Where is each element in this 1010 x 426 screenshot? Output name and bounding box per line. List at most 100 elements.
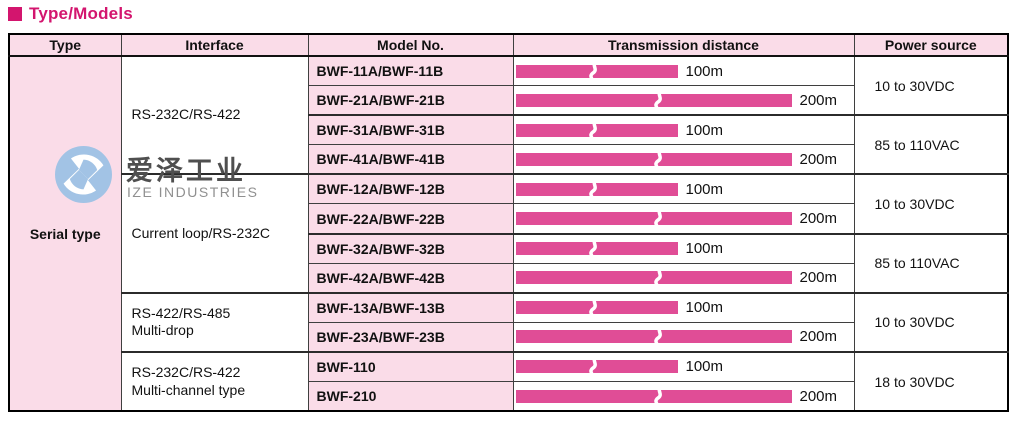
model-number-cell: BWF-22A/BWF-22B <box>307 203 514 235</box>
column-header-power: Power source <box>853 33 1009 57</box>
section-title-row: Type/Models <box>8 4 133 24</box>
transmission-bar-wrap: 100m <box>514 236 853 263</box>
cable-break-icon <box>588 176 599 201</box>
distance-label: 200m <box>799 387 838 405</box>
model-number-cell: BWF-41A/BWF-41B <box>307 144 514 175</box>
distance-label: 100m <box>685 121 724 139</box>
transmission-distance-cell: 200m <box>512 381 855 412</box>
table-row: Serial type RS-232C/RS-422 BWF-11A/BWF-11B… <box>8 55 1009 412</box>
section-marker-icon <box>8 7 22 21</box>
model-number-cell: BWF-32A/BWF-32B <box>307 232 514 264</box>
transmission-bar-wrap: 100m <box>514 176 853 203</box>
interface-label: Multi-channel type <box>131 381 246 398</box>
distance-label: 200m <box>799 269 838 287</box>
column-header-model: Model No. <box>307 33 514 57</box>
table-row: RS-232C/RS-422 Multi-channel type BWF-110 1… <box>9 350 1009 412</box>
type-models-table-wrap: Type Interface Model No. Transmission di… <box>8 33 1009 413</box>
transmission-bar-wrap: 100m <box>514 295 853 322</box>
cable-break-icon <box>653 206 664 231</box>
table-row: BWF-32A/BWF-32B 100m 85 to 110VAC <box>9 232 1009 294</box>
transmission-bar <box>515 206 792 231</box>
transmission-distance-cell: 200m <box>512 321 855 353</box>
model-number-cell: BWF-31A/BWF-31B <box>307 114 514 146</box>
transmission-bar <box>515 236 678 261</box>
table-body: Serial type RS-232C/RS-422 BWF-11A/BWF-11B… <box>8 55 1009 412</box>
model-number-cell: BWF-110 <box>307 350 514 383</box>
transmission-bar <box>515 295 678 320</box>
table-row: BWF-41A/BWF-41B 200m <box>9 144 1008 175</box>
cable-break-icon <box>588 236 599 261</box>
power-source-cell: 10 to 30VDC <box>853 55 1009 116</box>
interface-label: Multi-drop <box>131 322 194 339</box>
transmission-bar-wrap: 200m <box>514 264 853 292</box>
transmission-bar-wrap: 200m <box>514 323 853 351</box>
cable-break-icon <box>588 295 599 320</box>
transmission-bar <box>515 146 792 171</box>
transmission-bar <box>515 117 678 142</box>
interface-cell: RS-422/RS-485 Multi-drop <box>120 291 309 353</box>
model-number-cell: BWF-11A/BWF-11B <box>307 55 514 87</box>
interface-cell: Current loop/RS-232C <box>120 173 309 294</box>
transmission-bar <box>515 87 792 112</box>
transmission-bar <box>515 324 792 349</box>
distance-label: 100m <box>685 62 724 80</box>
transmission-bar <box>515 58 678 83</box>
interface-cell: RS-232C/RS-422 Multi-channel type <box>120 350 309 412</box>
distance-label: 100m <box>685 180 724 198</box>
model-number-cell: BWF-42A/BWF-42B <box>307 262 514 294</box>
transmission-bar-wrap: 100m <box>514 57 853 85</box>
type-models-table: Type Interface Model No. Transmission di… <box>8 33 1009 413</box>
table-row: Current loop/RS-232C BWF-12A/BWF-12B 100m 1… <box>9 173 1009 294</box>
transmission-distance-cell: 100m <box>512 232 855 264</box>
table-row: RS-422/RS-485 Multi-drop BWF-13A/BWF-13B 10… <box>9 291 1009 353</box>
header-row: Type Interface Model No. Transmission di… <box>8 33 1009 57</box>
power-source-cell: 18 to 30VDC <box>853 350 1009 412</box>
interface-label: RS-232C/RS-422 <box>131 364 241 381</box>
transmission-bar <box>515 176 678 201</box>
cable-break-icon <box>588 58 599 83</box>
power-source-cell: 85 to 110VAC <box>853 114 1009 175</box>
table-row: BWF-22A/BWF-22B 200m <box>9 203 1008 235</box>
distance-label: 100m <box>685 299 724 317</box>
table-row: BWF-42A/BWF-42B 200m <box>9 262 1008 294</box>
power-source-cell: 10 to 30VDC <box>853 173 1009 235</box>
power-source-cell: 85 to 110VAC <box>853 232 1009 294</box>
model-number-cell: BWF-21A/BWF-21B <box>307 85 514 116</box>
distance-label: 200m <box>799 328 838 346</box>
transmission-distance-cell: 100m <box>512 55 855 87</box>
table-row: BWF-210 200m <box>9 381 1008 412</box>
column-header-interface: Interface <box>120 33 309 57</box>
model-number-cell: BWF-210 <box>307 381 514 412</box>
distance-label: 100m <box>685 358 724 376</box>
transmission-bar <box>515 383 792 408</box>
transmission-distance-cell: 200m <box>512 85 855 116</box>
model-number-cell: BWF-23A/BWF-23B <box>307 321 514 353</box>
transmission-distance-cell: 100m <box>512 350 855 383</box>
interface-label: RS-422/RS-485 <box>131 304 231 321</box>
transmission-distance-cell: 200m <box>512 262 855 294</box>
column-header-transmission: Transmission distance <box>512 33 855 57</box>
cable-break-icon <box>653 265 664 290</box>
distance-label: 200m <box>799 210 838 228</box>
transmission-distance-cell: 100m <box>512 114 855 146</box>
cable-break-icon <box>653 324 664 349</box>
transmission-bar <box>515 354 678 379</box>
page-title: Type/Models <box>29 4 133 23</box>
transmission-bar-wrap: 200m <box>514 87 853 115</box>
power-source-cell: 10 to 30VDC <box>853 291 1009 353</box>
table-row: BWF-23A/BWF-23B 200m <box>9 321 1008 353</box>
cable-break-icon <box>653 87 664 112</box>
column-header-type: Type <box>8 33 122 57</box>
cable-break-icon <box>588 354 599 379</box>
transmission-distance-cell: 100m <box>512 291 855 323</box>
transmission-bar-wrap: 100m <box>514 117 853 144</box>
serial-type-cell: Serial type <box>8 55 122 412</box>
table-row: BWF-21A/BWF-21B 200m <box>9 85 1008 116</box>
transmission-bar-wrap: 200m <box>514 383 853 411</box>
transmission-distance-cell: 200m <box>512 144 855 175</box>
transmission-bar-wrap: 100m <box>514 354 853 381</box>
model-number-cell: BWF-13A/BWF-13B <box>307 291 514 323</box>
distance-label: 200m <box>799 150 838 168</box>
distance-label: 200m <box>799 91 838 109</box>
interface-label: RS-232C/RS-422 <box>131 106 241 123</box>
